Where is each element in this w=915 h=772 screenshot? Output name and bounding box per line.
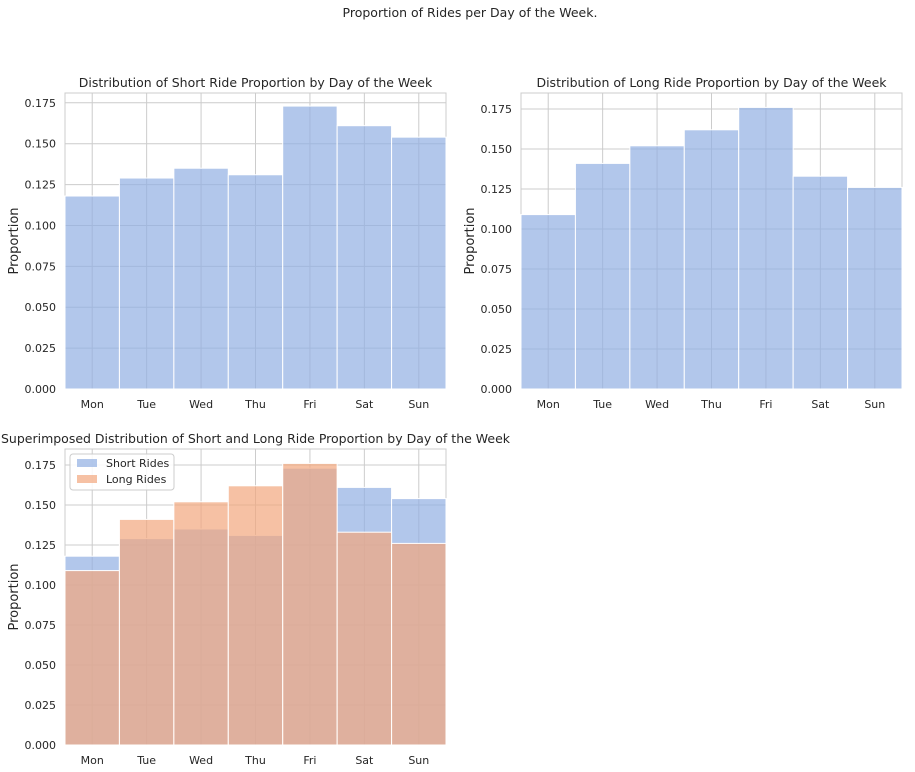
bar-long-rides-fri bbox=[282, 462, 338, 746]
y-tick-label: 0.025 bbox=[25, 699, 57, 712]
y-tick-label: 0.125 bbox=[481, 183, 513, 196]
y-tick-label: 0.050 bbox=[25, 301, 57, 314]
y-tick-label: 0.025 bbox=[481, 343, 513, 356]
x-tick-label: Tue bbox=[136, 398, 156, 411]
x-tick-label: Wed bbox=[645, 398, 669, 411]
chart-superimposed: Mon Tue Wed Thu Fri Sat Sun 0.0000.0250.0500.0… bbox=[1, 431, 511, 767]
bar-long-rides-sat bbox=[336, 531, 393, 746]
bar-long-rides-sun bbox=[391, 542, 447, 746]
x-tick-label: Sun bbox=[408, 398, 429, 411]
x-tick-label: Mon bbox=[537, 398, 560, 411]
bar-series-0-fri bbox=[282, 105, 338, 390]
y-tick-labels: 0.000 0.025 0.050 0.075 0.100 0.125 0.150 0.175 bbox=[25, 97, 57, 396]
y-tick-label: 0.100 bbox=[25, 219, 57, 232]
figure-suptitle: Proportion of Rides per Day of the Week. bbox=[343, 5, 598, 20]
x-tick-labels: Mon Tue Wed Thu Fri Sat Sun bbox=[537, 398, 886, 411]
bar-series-0-sat bbox=[336, 125, 393, 390]
x-tick-label: Sat bbox=[355, 754, 374, 767]
bar-series-0-tue bbox=[574, 162, 631, 390]
y-tick-label: 0.075 bbox=[25, 619, 57, 632]
bar-series-0-thu bbox=[683, 129, 740, 390]
y-tick-label: 0.075 bbox=[481, 263, 513, 276]
x-tick-label: Wed bbox=[189, 754, 213, 767]
y-tick-label: 0.000 bbox=[25, 739, 57, 752]
y-axis-label: Proportion bbox=[7, 207, 22, 274]
legend-swatch-long-rides bbox=[77, 475, 97, 483]
y-tick-labels: 0.000 0.025 0.050 0.075 0.100 0.125 0.150 0.175 bbox=[481, 103, 513, 396]
x-tick-label: Tue bbox=[592, 398, 612, 411]
chart-long-rides: Mon Tue Wed Thu Fri Sat Sun 0.0000.0250.0500.0… bbox=[463, 75, 903, 411]
x-tick-label: Sat bbox=[355, 398, 374, 411]
y-tick-label: 0.125 bbox=[25, 179, 57, 192]
legend-label-long-rides: Long Rides bbox=[106, 473, 167, 486]
y-tick-label: 0.125 bbox=[25, 539, 57, 552]
x-tick-label: Sat bbox=[811, 398, 830, 411]
y-tick-label: 0.075 bbox=[25, 260, 57, 273]
x-tick-label: Thu bbox=[244, 754, 266, 767]
y-tick-label: 0.150 bbox=[25, 499, 57, 512]
y-axis-label: Proportion bbox=[463, 207, 478, 274]
y-tick-label: 0.100 bbox=[481, 223, 513, 236]
y-tick-label: 0.175 bbox=[25, 459, 57, 472]
bar-series-0-sun bbox=[391, 136, 447, 390]
x-tick-label: Mon bbox=[81, 754, 104, 767]
x-tick-label: Tue bbox=[136, 754, 156, 767]
x-tick-label: Thu bbox=[700, 398, 722, 411]
x-tick-label: Fri bbox=[303, 754, 316, 767]
y-tick-label: 0.175 bbox=[481, 103, 513, 116]
bar-long-rides-wed bbox=[173, 501, 229, 746]
bar-series-0-fri bbox=[738, 106, 794, 390]
bar-series-0-mon bbox=[64, 195, 120, 390]
chart-short-rides: Mon Tue Wed Thu Fri Sat Sun 0.0000.0250.0500.0… bbox=[7, 75, 447, 411]
x-tick-label: Wed bbox=[189, 398, 213, 411]
y-tick-label: 0.175 bbox=[25, 97, 57, 110]
chart-title: Superimposed Distribution of Short and L… bbox=[1, 431, 511, 446]
x-tick-label: Fri bbox=[303, 398, 316, 411]
legend-label-short-rides: Short Rides bbox=[106, 457, 169, 470]
x-tick-label: Fri bbox=[759, 398, 772, 411]
y-axis-label: Proportion bbox=[7, 563, 22, 630]
y-tick-label: 0.025 bbox=[25, 342, 57, 355]
bars bbox=[64, 105, 447, 390]
bar-series-0-tue bbox=[118, 177, 175, 390]
bar-long-rides-mon bbox=[64, 570, 120, 746]
legend-swatch-short-rides bbox=[77, 459, 97, 467]
x-tick-labels: Mon Tue Wed Thu Fri Sat Sun bbox=[81, 398, 430, 411]
bar-long-rides-thu bbox=[227, 485, 284, 746]
x-tick-label: Thu bbox=[244, 398, 266, 411]
bar-series-0-sun bbox=[847, 186, 903, 390]
x-tick-label: Sun bbox=[864, 398, 885, 411]
bar-series-0-wed bbox=[173, 167, 229, 390]
bars bbox=[64, 462, 447, 746]
y-tick-label: 0.100 bbox=[25, 579, 57, 592]
x-tick-label: Sun bbox=[408, 754, 429, 767]
bar-series-0-wed bbox=[629, 145, 685, 390]
x-tick-label: Mon bbox=[81, 398, 104, 411]
y-tick-label: 0.000 bbox=[25, 383, 57, 396]
chart-title: Distribution of Long Ride Proportion by … bbox=[536, 75, 887, 90]
y-tick-label: 0.150 bbox=[481, 143, 513, 156]
bar-series-0-thu bbox=[227, 174, 284, 390]
chart-title: Distribution of Short Ride Proportion by… bbox=[79, 75, 433, 90]
y-tick-label: 0.050 bbox=[481, 303, 513, 316]
bar-series-0-sat bbox=[792, 175, 849, 390]
bar-series-0-mon bbox=[520, 214, 576, 390]
y-tick-labels: 0.000 0.025 0.050 0.075 0.100 0.125 0.150 0.175 bbox=[25, 459, 57, 752]
bars bbox=[520, 106, 903, 390]
y-tick-label: 0.000 bbox=[481, 383, 513, 396]
bar-long-rides-tue bbox=[118, 518, 175, 746]
legend: Short Rides Long Rides bbox=[69, 453, 175, 491]
y-tick-label: 0.150 bbox=[25, 138, 57, 151]
y-tick-label: 0.050 bbox=[25, 659, 57, 672]
x-tick-labels: Mon Tue Wed Thu Fri Sat Sun bbox=[81, 754, 430, 767]
